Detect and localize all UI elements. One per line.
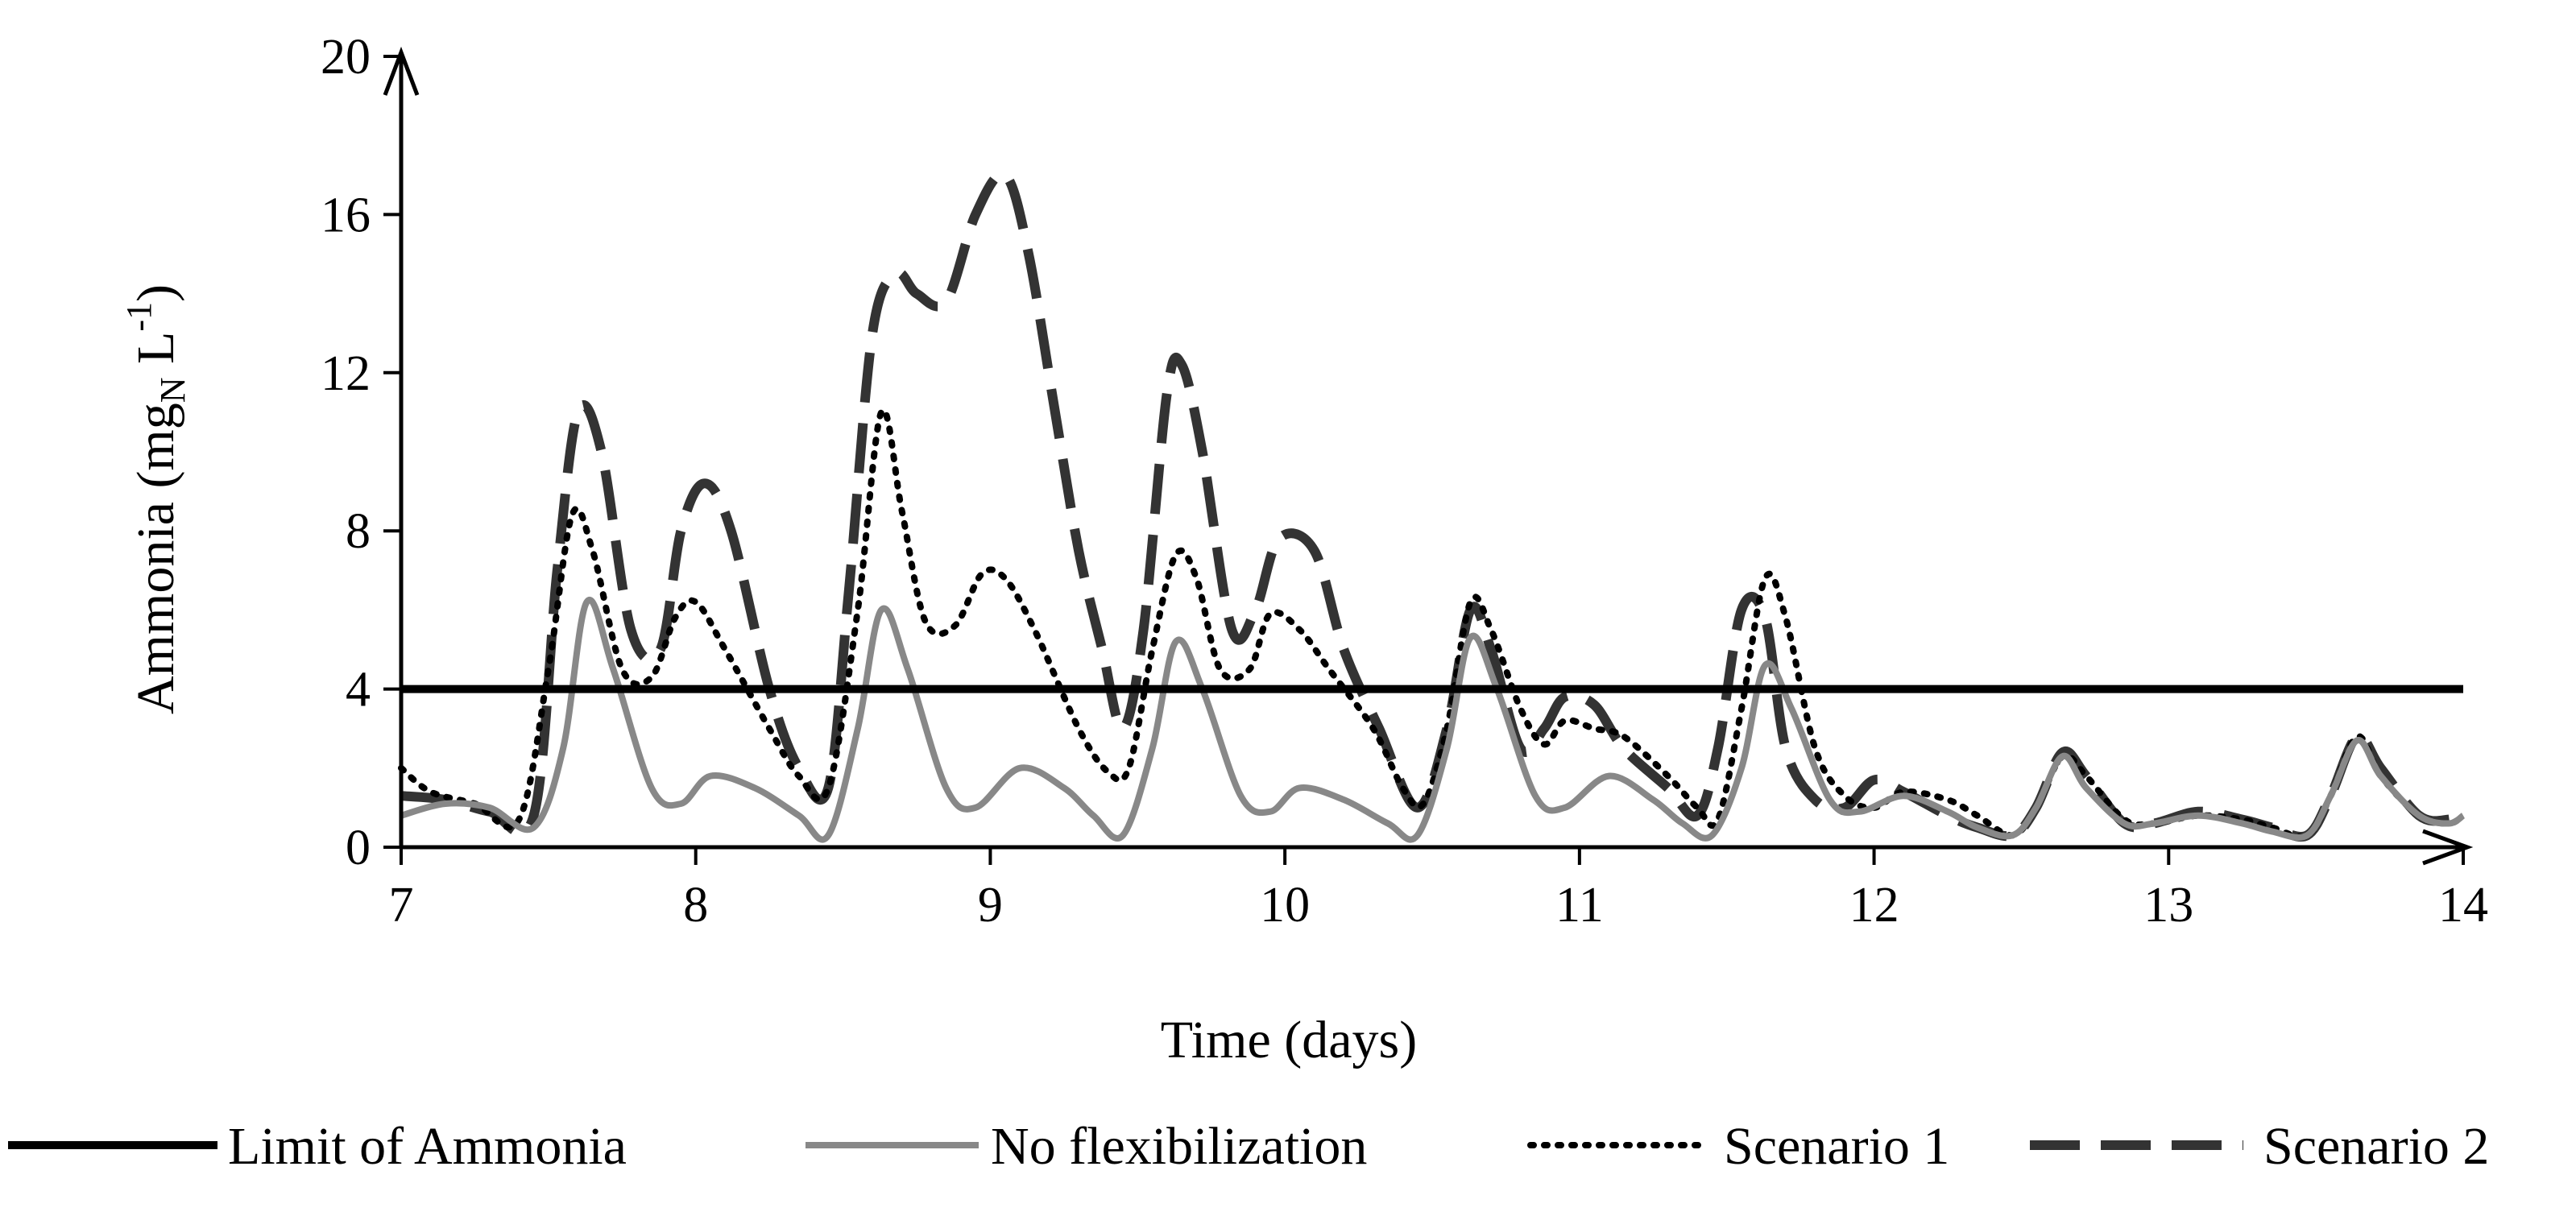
y-axis-title-suffix: ) xyxy=(126,284,185,302)
y-tick-label: 20 xyxy=(321,30,371,85)
legend-label-scenario-2: Scenario 2 xyxy=(2263,1117,2489,1176)
x-tick-label: 13 xyxy=(2143,878,2193,933)
y-axis-title-superscript: -1 xyxy=(119,302,159,332)
y-tick-label: 16 xyxy=(321,188,371,242)
axes xyxy=(383,46,2474,866)
x-tick-label: 11 xyxy=(1555,878,1604,933)
x-tick-label: 12 xyxy=(1849,878,1899,933)
x-axis-title: Time (days) xyxy=(1161,1011,1417,1069)
legend-label-scenario-1: Scenario 1 xyxy=(1724,1117,1949,1176)
x-axis-arrowhead xyxy=(2422,829,2474,866)
plot-area xyxy=(398,169,2466,843)
y-tick-label: 8 xyxy=(346,504,371,559)
y-axis-title-prefix: Ammonia (mg xyxy=(126,403,185,714)
y-axis-title-subscript: N xyxy=(153,377,193,403)
x-tick-label: 7 xyxy=(389,878,414,933)
x-tick-label: 14 xyxy=(2438,878,2488,933)
y-axis-arrowhead xyxy=(383,46,420,96)
x-tick-label: 9 xyxy=(978,878,1003,933)
series-line-scenario-2 xyxy=(400,169,2466,842)
y-axis-title-middle: L xyxy=(126,332,185,378)
x-tick-label: 10 xyxy=(1260,878,1310,933)
y-tick-label: 4 xyxy=(346,663,371,718)
y-tick-label: 0 xyxy=(346,821,371,875)
y-tick-label: 12 xyxy=(321,346,371,401)
tick-labels: 7 8 9 10 11 12 13 14 0 4 8 12 16 20 xyxy=(321,30,2488,933)
legend-label-limit-of-ammonia: Limit of Ammonia xyxy=(228,1117,627,1176)
series-line-no-flexibilization xyxy=(400,597,2466,843)
y-axis-title: Ammonia (mgN L-1) xyxy=(119,284,193,714)
x-tick-label: 8 xyxy=(683,878,708,933)
legend: Limit of Ammonia No flexibilization Scenar… xyxy=(8,1117,2489,1176)
legend-label-no-flexibilization: No flexibilization xyxy=(991,1117,1367,1176)
